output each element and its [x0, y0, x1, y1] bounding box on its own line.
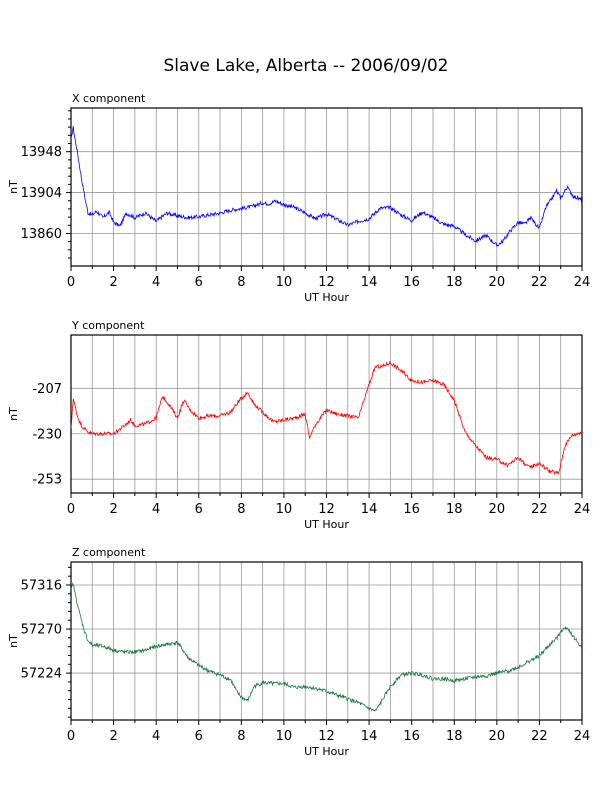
x-y-tick-label: 13948	[21, 145, 62, 160]
z-x-axis-label: UT Hour	[304, 745, 349, 758]
y-x-tick-label: 16	[403, 502, 420, 517]
x-x-axis-label: UT Hour	[304, 291, 349, 304]
z-x-tick-label: 24	[574, 729, 591, 744]
x-y-tick-label: 13904	[21, 186, 62, 201]
z-x-tick-label: 12	[318, 729, 335, 744]
y-x-tick-label: 4	[152, 502, 160, 517]
y-series-line	[70, 360, 583, 475]
y-x-tick-label: 2	[109, 502, 117, 517]
x-x-tick-label: 20	[489, 275, 506, 290]
y-x-tick-label: 14	[361, 502, 378, 517]
z-y-tick-label: 57316	[21, 578, 62, 593]
x-x-tick-label: 2	[109, 275, 117, 290]
z-x-tick-label: 4	[152, 729, 160, 744]
z-x-tick-label: 22	[531, 729, 548, 744]
z-y-axis-label: nT	[7, 634, 20, 648]
x-x-tick-label: 24	[574, 275, 591, 290]
z-y-tick-label: 57224	[21, 667, 62, 682]
z-x-tick-label: 10	[276, 729, 293, 744]
z-x-tick-label: 0	[67, 729, 75, 744]
y-x-tick-label: 6	[195, 502, 203, 517]
x-x-tick-label: 4	[152, 275, 160, 290]
z-x-tick-label: 14	[361, 729, 378, 744]
y-component-title: Y component	[71, 319, 145, 332]
y-x-tick-label: 10	[276, 502, 293, 517]
x-x-tick-label: 6	[195, 275, 203, 290]
x-x-tick-label: 18	[446, 275, 463, 290]
y-x-tick-label: 22	[531, 502, 548, 517]
y-x-tick-label: 24	[574, 502, 591, 517]
z-x-tick-label: 6	[195, 729, 203, 744]
y-y-axis-label: nT	[7, 407, 20, 421]
x-x-tick-label: 12	[318, 275, 335, 290]
z-x-tick-label: 18	[446, 729, 463, 744]
y-x-tick-label: 20	[489, 502, 506, 517]
y-x-tick-label: 0	[67, 502, 75, 517]
z-x-tick-label: 2	[109, 729, 117, 744]
x-x-tick-label: 22	[531, 275, 548, 290]
x-x-tick-label: 10	[276, 275, 293, 290]
x-component-title: X component	[72, 92, 146, 105]
z-component-title: Z component	[72, 546, 146, 559]
y-x-tick-label: 8	[237, 502, 245, 517]
x-y-tick-label: 13860	[21, 227, 62, 242]
x-x-tick-label: 8	[237, 275, 245, 290]
z-y-tick-label: 57270	[21, 623, 62, 638]
z-x-tick-label: 8	[237, 729, 245, 744]
z-x-tick-label: 16	[403, 729, 420, 744]
page-title: Slave Lake, Alberta -- 2006/09/02	[163, 56, 449, 76]
y-x-tick-label: 12	[318, 502, 335, 517]
y-y-tick-label: -207	[32, 382, 62, 397]
x-x-tick-label: 0	[67, 275, 75, 290]
z-x-tick-label: 20	[489, 729, 506, 744]
y-y-tick-label: -253	[32, 473, 62, 488]
z-series-line	[70, 581, 583, 712]
y-y-tick-label: -230	[32, 427, 62, 442]
y-x-axis-label: UT Hour	[304, 518, 349, 531]
y-x-tick-label: 18	[446, 502, 463, 517]
x-x-tick-label: 16	[403, 275, 420, 290]
x-x-tick-label: 14	[361, 275, 378, 290]
x-series-line	[70, 125, 583, 248]
x-y-axis-label: nT	[7, 180, 20, 194]
